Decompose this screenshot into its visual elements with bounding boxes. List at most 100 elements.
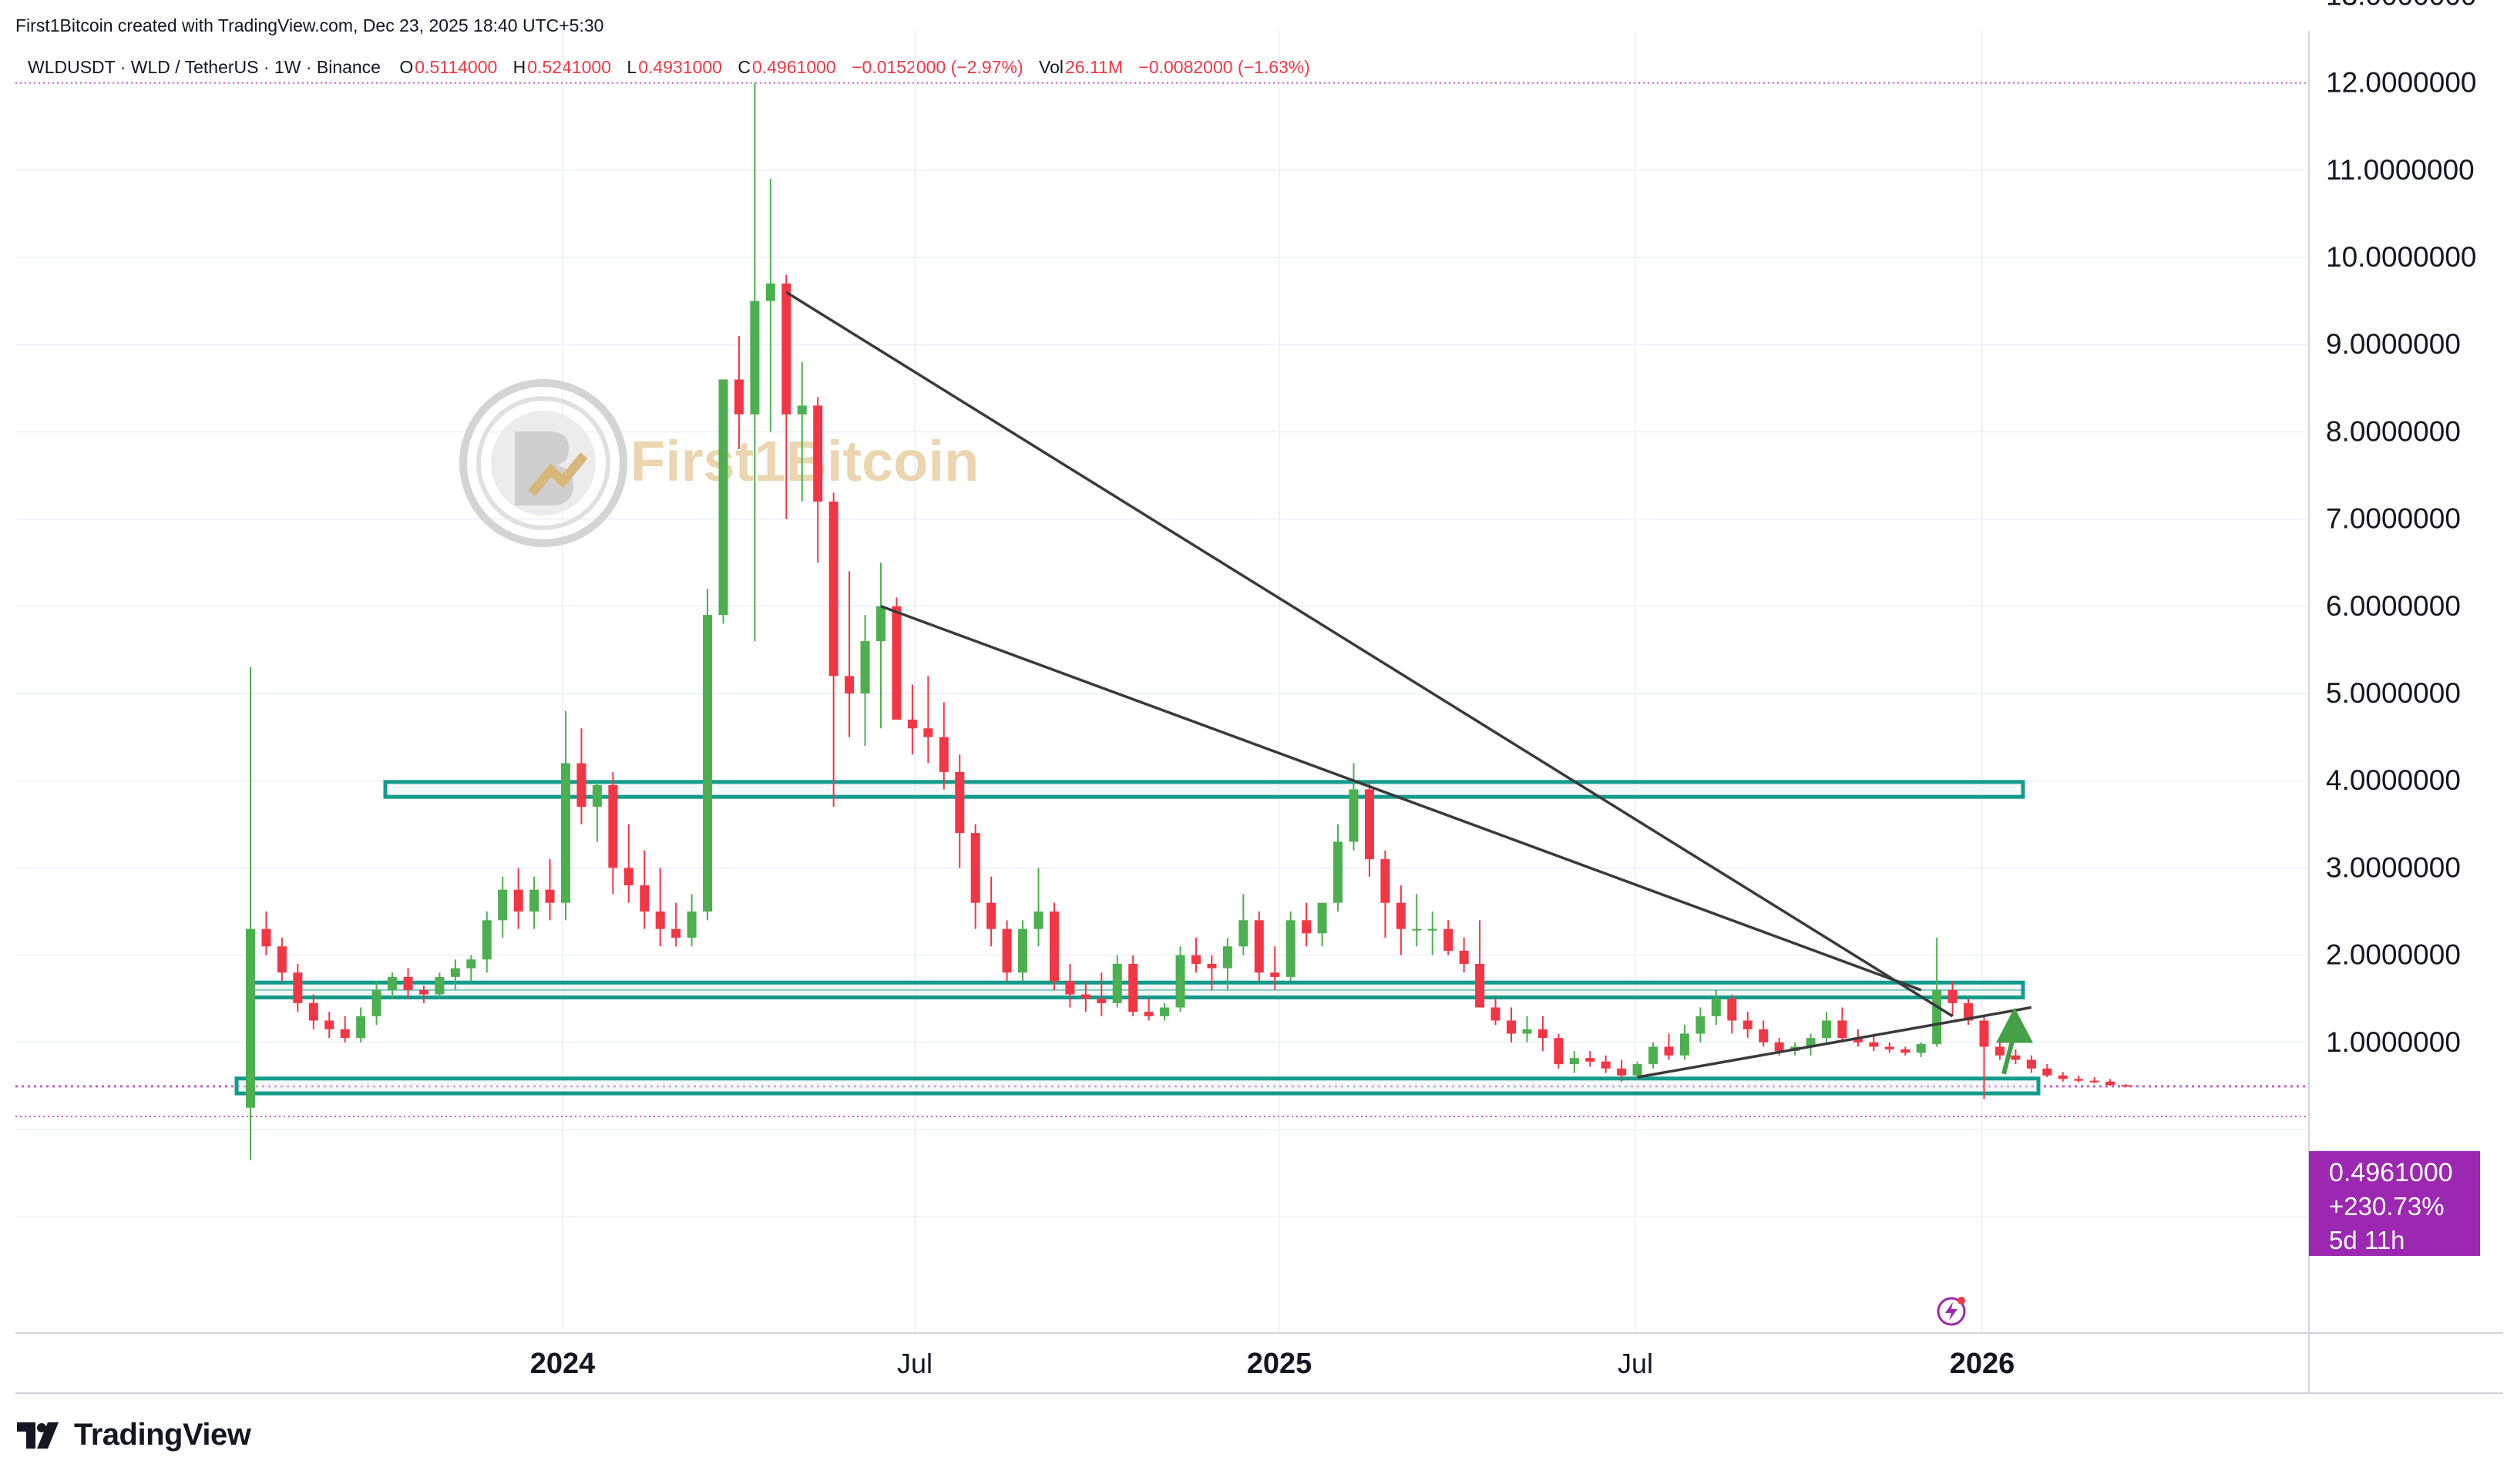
candle-down[interactable]	[2089, 1080, 2099, 1083]
candle-down[interactable]	[986, 902, 996, 929]
candle-down[interactable]	[1080, 994, 1090, 999]
price-axis[interactable]: −1.00000001.00000002.00000003.00000004.0…	[2326, 0, 2478, 1232]
candle-down[interactable]	[1947, 989, 1957, 1003]
candle-down[interactable]	[308, 1002, 318, 1021]
candle-down[interactable]	[1443, 928, 1453, 951]
candle-down[interactable]	[2121, 1085, 2131, 1087]
candle-up[interactable]	[750, 300, 760, 415]
candle-up[interactable]	[1175, 955, 1185, 1008]
candle-down[interactable]	[1994, 1046, 2005, 1056]
candle-down[interactable]	[1979, 1020, 1989, 1047]
candle-down[interactable]	[403, 976, 413, 990]
candle-up[interactable]	[718, 379, 728, 616]
candle-up[interactable]	[1333, 841, 1343, 903]
candle-down[interactable]	[939, 737, 949, 772]
candle-down[interactable]	[1507, 1020, 1516, 1034]
candle-up[interactable]	[1916, 1044, 1926, 1053]
candle-down[interactable]	[1964, 1002, 1974, 1021]
candle-down[interactable]	[1380, 859, 1390, 903]
candle-down[interactable]	[655, 912, 665, 929]
candle-up[interactable]	[1632, 1064, 1642, 1076]
candle-down[interactable]	[1049, 912, 1059, 982]
symbol-info[interactable]: WLDUSDT · WLD / TetherUS · 1W · Binance	[28, 57, 381, 77]
candle-up[interactable]	[1033, 912, 1043, 929]
candle-up[interactable]	[498, 889, 508, 921]
candle-down[interactable]	[324, 1020, 334, 1029]
candle-down[interactable]	[1396, 902, 1406, 929]
candle-down[interactable]	[1191, 955, 1201, 964]
trendline-1[interactable]	[785, 290, 1954, 1018]
candle-down[interactable]	[1585, 1058, 1595, 1062]
candle-up[interactable]	[561, 763, 570, 903]
candle-down[interactable]	[1065, 981, 1075, 995]
candle-down[interactable]	[828, 501, 838, 677]
candle-up[interactable]	[450, 968, 460, 977]
candle-down[interactable]	[1900, 1049, 1910, 1053]
candle-down[interactable]	[1270, 972, 1280, 977]
candle-down[interactable]	[608, 784, 618, 868]
candle-down[interactable]	[970, 833, 980, 903]
candle-down[interactable]	[1601, 1061, 1611, 1069]
candle-up[interactable]	[1112, 963, 1122, 1003]
candle-down[interactable]	[1554, 1038, 1564, 1065]
candle-down[interactable]	[1364, 789, 1374, 860]
candle-up[interactable]	[1427, 928, 1437, 931]
candle-up[interactable]	[529, 889, 539, 912]
candle-down[interactable]	[845, 676, 855, 693]
candle-down[interactable]	[640, 885, 650, 912]
trendline-3[interactable]	[1637, 1006, 2032, 1079]
candle-up[interactable]	[1238, 920, 1248, 947]
candle-down[interactable]	[293, 972, 303, 1003]
candle-down[interactable]	[1144, 1012, 1154, 1016]
candle-down[interactable]	[892, 606, 902, 720]
candle-up[interactable]	[356, 1016, 366, 1039]
candle-up[interactable]	[765, 283, 775, 301]
candle-up[interactable]	[388, 976, 398, 990]
candle-up[interactable]	[1317, 902, 1327, 934]
candle-up[interactable]	[466, 959, 476, 969]
candle-up[interactable]	[1679, 1033, 1689, 1056]
candle-up[interactable]	[1285, 920, 1295, 977]
candle-up[interactable]	[1222, 946, 1232, 969]
candle-down[interactable]	[1884, 1046, 1894, 1049]
candle-down[interactable]	[1302, 920, 1312, 934]
candle-down[interactable]	[513, 889, 523, 912]
candle-up[interactable]	[876, 606, 885, 642]
candle-up[interactable]	[1932, 989, 1942, 1045]
candle-down[interactable]	[1475, 963, 1485, 1008]
candle-down[interactable]	[2074, 1079, 2084, 1081]
candle-down[interactable]	[418, 989, 428, 995]
candle-up[interactable]	[1412, 928, 1422, 931]
candle-down[interactable]	[923, 728, 933, 737]
candle-up[interactable]	[1160, 1007, 1170, 1016]
tradingview-logo[interactable]: TradingView	[17, 1418, 251, 1452]
candle-down[interactable]	[340, 1029, 350, 1039]
candle-up[interactable]	[1711, 999, 1721, 1016]
candle-down[interactable]	[1207, 963, 1217, 969]
candle-up[interactable]	[1695, 1016, 1705, 1034]
candle-up[interactable]	[797, 405, 807, 415]
candle-down[interactable]	[1742, 1020, 1752, 1029]
candle-down[interactable]	[1664, 1046, 1674, 1056]
trendlines[interactable]	[785, 290, 2032, 1079]
candle-down[interactable]	[781, 283, 791, 415]
candle-down[interactable]	[1490, 1007, 1500, 1021]
candle-down[interactable]	[1254, 920, 1264, 973]
candle-down[interactable]	[813, 405, 823, 502]
candle-down[interactable]	[734, 379, 744, 415]
candle-up[interactable]	[703, 615, 713, 912]
support-zone-lower[interactable]	[234, 1076, 2041, 1096]
candle-down[interactable]	[1097, 999, 1107, 1003]
candle-down[interactable]	[1537, 1029, 1548, 1039]
candle-down[interactable]	[671, 928, 681, 938]
candle-up[interactable]	[482, 920, 492, 960]
candle-up[interactable]	[435, 976, 445, 995]
candle-up[interactable]	[371, 989, 381, 1016]
candle-down[interactable]	[545, 889, 555, 903]
candle-down[interactable]	[1869, 1042, 1879, 1047]
up-arrow-annotation[interactable]	[1996, 1007, 2033, 1075]
candle-down[interactable]	[1759, 1029, 1769, 1042]
candle-down[interactable]	[955, 771, 965, 834]
candle-down[interactable]	[1617, 1068, 1627, 1076]
candle-down[interactable]	[277, 946, 287, 973]
